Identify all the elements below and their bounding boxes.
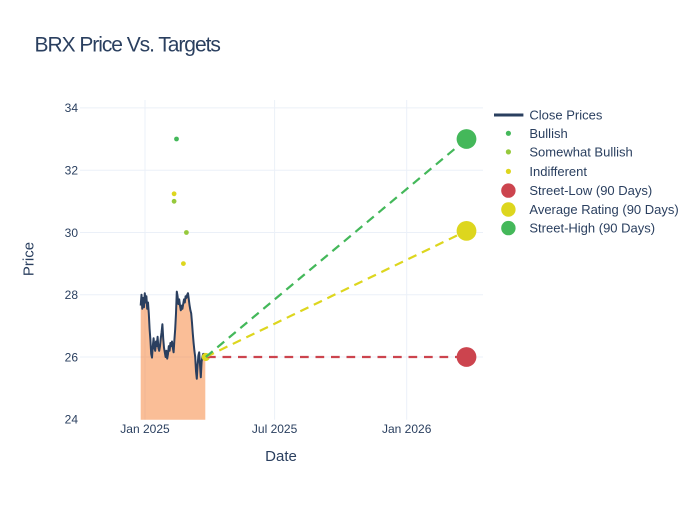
svg-text:26: 26 bbox=[65, 350, 79, 364]
svg-text:Street-High (90 Days): Street-High (90 Days) bbox=[529, 221, 655, 236]
svg-text:Street-Low (90 Days): Street-Low (90 Days) bbox=[529, 183, 652, 198]
svg-text:32: 32 bbox=[65, 164, 79, 178]
svg-text:Jan 2026: Jan 2026 bbox=[382, 422, 432, 436]
svg-text:Average Rating (90 Days): Average Rating (90 Days) bbox=[529, 202, 678, 217]
svg-text:34: 34 bbox=[65, 101, 79, 115]
svg-text:28: 28 bbox=[65, 288, 79, 302]
svg-text:Jan 2025: Jan 2025 bbox=[120, 422, 170, 436]
svg-text:Price: Price bbox=[20, 242, 37, 276]
svg-text:Jul 2025: Jul 2025 bbox=[252, 422, 298, 436]
svg-text:24: 24 bbox=[65, 413, 79, 427]
svg-text:30: 30 bbox=[65, 226, 79, 240]
svg-text:Date: Date bbox=[265, 448, 297, 465]
svg-text:BRX Price Vs. Targets: BRX Price Vs. Targets bbox=[35, 33, 221, 56]
svg-text:Bullish: Bullish bbox=[529, 126, 567, 141]
svg-text:Somewhat Bullish: Somewhat Bullish bbox=[529, 145, 632, 160]
svg-text:Indifferent: Indifferent bbox=[529, 164, 587, 179]
svg-text:Close Prices: Close Prices bbox=[529, 108, 602, 123]
